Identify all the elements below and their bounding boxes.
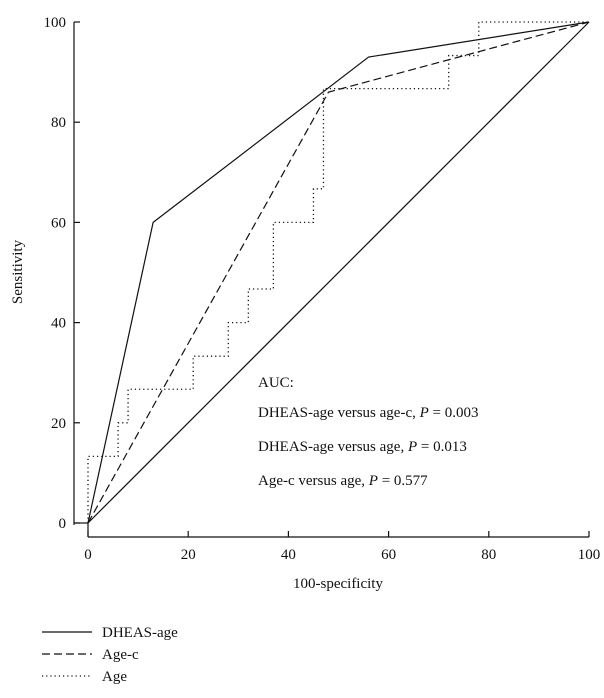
x-axis-label: 100-specificity [293,576,383,592]
x-tick-label: 0 [84,547,92,563]
axes [73,22,589,538]
y-tick-label: 20 [51,416,66,432]
series-group [87,21,590,524]
y-tick-label: 60 [51,215,66,231]
x-tick-label: 100 [578,547,601,563]
legend: DHEAS-age Age-c Age [42,625,178,685]
auc-line-3: Age-c versus age, P = 0.577 [258,473,428,489]
auc-annotation: AUC: DHEAS-age versus age-c, P = 0.003 D… [258,375,479,489]
x-tick-label: 20 [181,547,196,563]
auc-heading: AUC: [258,375,294,391]
y-axis-label: Sensitivity [10,239,26,304]
auc-line-1: DHEAS-age versus age-c, P = 0.003 [258,405,479,421]
ticks: 0 20 40 60 80 100 0 20 40 60 80 100 [44,15,601,563]
x-tick-label: 60 [381,547,396,563]
x-tick-label: 80 [481,547,496,563]
legend-label: DHEAS-age [102,625,178,641]
y-tick-label: 40 [51,316,66,332]
legend-label: Age [102,669,127,685]
auc-line-2: DHEAS-age versus age, P = 0.013 [258,439,467,455]
y-tick-label: 100 [44,15,67,31]
x-tick-label: 40 [281,547,296,563]
reference-diagonal-line [87,21,590,524]
y-tick-label: 80 [51,115,66,131]
legend-label: Age-c [102,647,139,663]
y-tick-label: 0 [59,516,67,532]
series-line-age-c [87,21,590,524]
